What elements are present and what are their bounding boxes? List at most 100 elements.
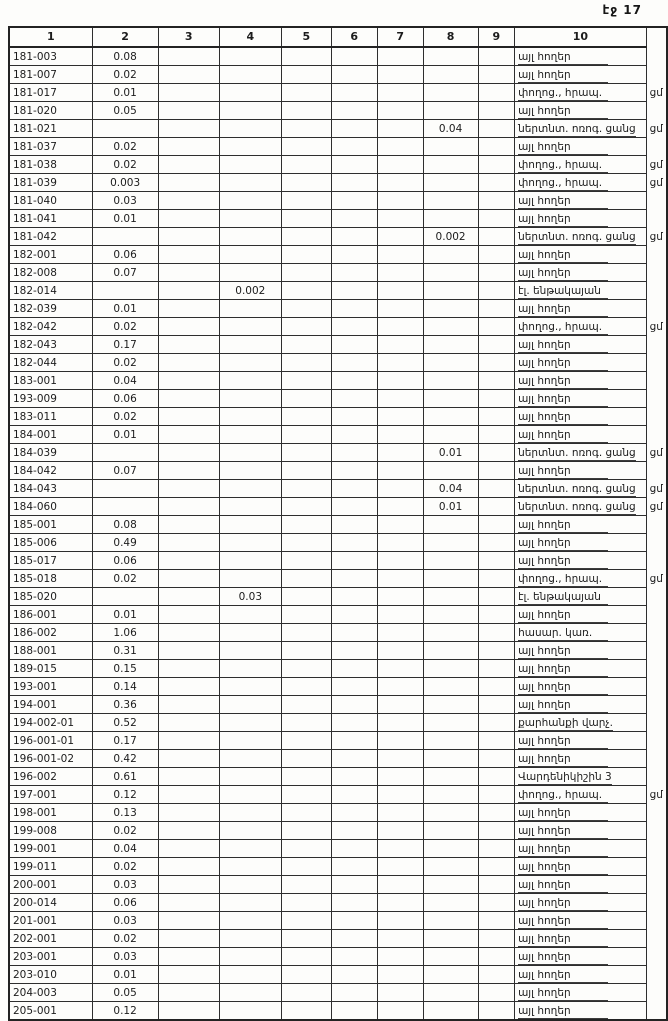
cell-value-col3	[157, 173, 220, 192]
cell-parcel-code: 185-020	[8, 587, 93, 606]
cell-land-use: այլ հողեր	[514, 695, 647, 714]
cell-value-col9	[477, 569, 516, 588]
cell-parcel-code: 205-001	[8, 1001, 93, 1021]
cell-land-use: այլ հողեր	[514, 551, 647, 570]
table-row: 184-042 0.07 այլ հողեր	[8, 461, 667, 480]
cell-value-col6	[330, 425, 378, 444]
cell-value-col4	[218, 641, 283, 660]
cell-value-col4	[218, 299, 283, 318]
cell-land-use: այլ հողեր	[514, 911, 647, 930]
cell-land-use: փողոց., հրապ.	[514, 173, 647, 192]
cell-value-col9	[477, 65, 516, 84]
land-use-label: այլ հողեր	[518, 806, 608, 821]
cell-value-col2: 0.02	[91, 155, 159, 174]
cell-parcel-code: 181-038	[8, 155, 93, 174]
cell-parcel-code: 181-042	[8, 227, 93, 246]
cell-land-use: այլ հողեր	[514, 461, 647, 480]
margin-note	[646, 354, 667, 372]
cell-land-use: այլ հողեր	[514, 749, 647, 768]
cell-parcel-code: 182-001	[8, 245, 93, 264]
cell-value-col5	[281, 731, 332, 750]
margin-note	[646, 246, 667, 264]
cell-value-col5	[281, 875, 332, 894]
cell-parcel-code: 199-008	[8, 821, 93, 840]
cell-value-col6	[330, 209, 378, 228]
cell-value-col2: 0.05	[91, 101, 159, 120]
cell-value-col5	[281, 497, 332, 516]
table-row: 198-001 0.13 այլ հողեր	[8, 803, 667, 822]
cell-parcel-code: 183-001	[8, 371, 93, 390]
cell-value-col2: 0.15	[91, 659, 159, 678]
cell-value-col6	[330, 173, 378, 192]
cell-value-col2: 0.02	[91, 407, 159, 426]
land-use-label: ներտնտ. ոռոգ. ցանց	[518, 230, 636, 245]
column-header-2: 2	[91, 26, 159, 48]
cell-value-col2: 0.13	[91, 803, 159, 822]
margin-note	[646, 264, 667, 282]
cell-value-col9	[477, 461, 516, 480]
cell-parcel-code: 184-001	[8, 425, 93, 444]
margin-note	[646, 192, 667, 210]
table-row: 183-011 0.02 այլ հողեր	[8, 407, 667, 426]
cell-parcel-code: 181-017	[8, 83, 93, 102]
cell-value-col7	[376, 263, 424, 282]
cell-parcel-code: 201-001	[8, 911, 93, 930]
cell-value-col3	[157, 983, 220, 1002]
cell-value-col4	[218, 515, 283, 534]
table-row: 201-001 0.03 այլ հողեր	[8, 911, 667, 930]
cell-value-col3	[157, 587, 220, 606]
cell-value-col5	[281, 767, 332, 786]
cell-parcel-code: 186-001	[8, 605, 93, 624]
margin-note	[646, 606, 667, 624]
cell-value-col6	[330, 875, 378, 894]
table-row: 204-003 0.05 այլ հողեր	[8, 983, 667, 1002]
cell-value-col4	[218, 839, 283, 858]
table-row: 181-037 0.02 այլ հողեր	[8, 137, 667, 156]
cell-value-col9	[477, 83, 516, 102]
cell-value-col3	[157, 46, 220, 66]
cell-land-use: քարհանքի վարչ.	[514, 713, 647, 732]
cell-value-col4	[218, 911, 283, 930]
table-row: 194-002-01 0.52 քարհանքի վարչ.	[8, 713, 667, 732]
cell-value-col3	[157, 713, 220, 732]
cell-value-col6	[330, 551, 378, 570]
table-row: 186-002 1.06 հասար. կառ.	[8, 623, 667, 642]
cell-land-use: այլ հողեր	[514, 407, 647, 426]
cell-parcel-code: 182-042	[8, 317, 93, 336]
cell-value-col8	[422, 677, 479, 696]
cell-value-col9	[477, 767, 516, 786]
cell-value-col4	[218, 425, 283, 444]
cell-value-col3	[157, 101, 220, 120]
cell-value-col4	[218, 497, 283, 516]
land-use-label: այլ հողեր	[518, 248, 608, 263]
cell-value-col4	[218, 713, 283, 732]
margin-note	[646, 66, 667, 84]
cell-value-col7	[376, 515, 424, 534]
cell-value-col4	[218, 893, 283, 912]
land-use-label: այլ հողեր	[518, 842, 608, 857]
cell-value-col4	[218, 83, 283, 102]
cell-value-col7	[376, 893, 424, 912]
table-row: 181-038 0.02 փողոց., հրապ. ցմ	[8, 155, 667, 174]
cell-value-col5	[281, 371, 332, 390]
cell-land-use: էլ. ենթակայան	[514, 281, 647, 300]
cell-value-col6	[330, 929, 378, 948]
cell-value-col2: 0.01	[91, 83, 159, 102]
cell-land-use: փողոց., հրապ.	[514, 155, 647, 174]
cell-value-col3	[157, 767, 220, 786]
cell-value-col2: 0.17	[91, 335, 159, 354]
cell-value-col9	[477, 965, 516, 984]
cell-value-col6	[330, 83, 378, 102]
cell-parcel-code: 185-017	[8, 551, 93, 570]
cell-value-col7	[376, 587, 424, 606]
cell-land-use: փողոց., հրապ.	[514, 569, 647, 588]
cell-value-col6	[330, 749, 378, 768]
cell-parcel-code: 194-002-01	[8, 713, 93, 732]
table-row: 199-011 0.02 այլ հողեր	[8, 857, 667, 876]
cell-value-col3	[157, 209, 220, 228]
cell-value-col7	[376, 983, 424, 1002]
cell-land-use: այլ հողեր	[514, 893, 647, 912]
land-use-label: այլ հողեր	[518, 608, 608, 623]
cell-value-col2	[91, 281, 159, 300]
cell-value-col2: 0.03	[91, 191, 159, 210]
